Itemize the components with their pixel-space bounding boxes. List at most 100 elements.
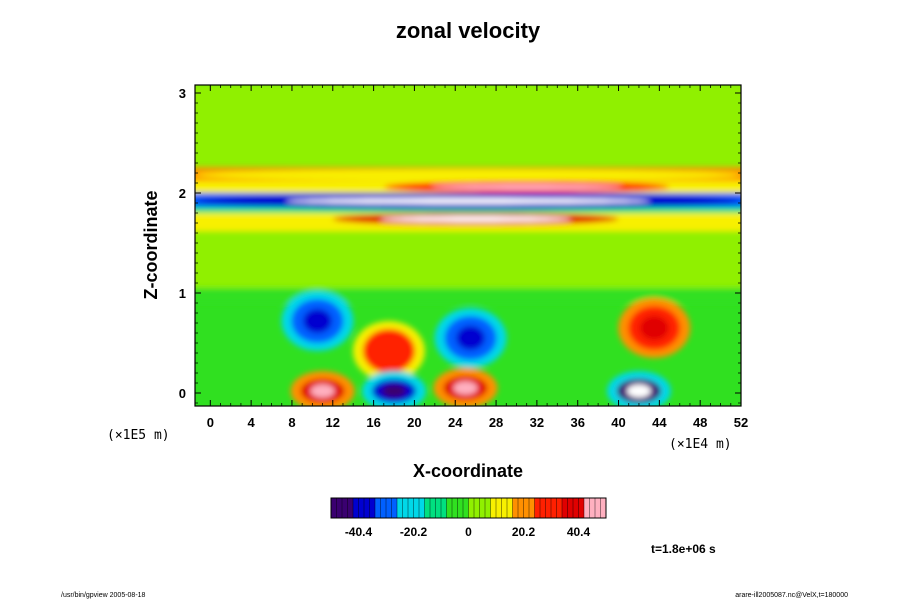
colorbar-cell [386,498,392,518]
colorbar-cell [578,498,585,518]
colorbar-tick-label: 0 [465,525,472,539]
colorbar-cell [600,498,607,518]
colorbar-cell [573,498,579,518]
velocity-field [195,85,741,406]
colorbar-cell [567,498,574,518]
colorbar-cell [551,498,557,518]
colorbar-cell [518,498,524,518]
x-tick-label: 20 [407,415,421,430]
colorbar-cell [523,498,530,518]
colorbar-tick-label: -20.2 [400,525,428,539]
footer-left-text: /usr/bin/gpview 2005-08-18 [61,592,146,599]
colorbar-cell [540,498,546,518]
colorbar-cell [490,498,497,518]
x-tick-label: 24 [448,415,463,430]
chart-title: zonal velocity [396,18,541,43]
colorbar-cell [402,498,409,518]
colorbar-cell [556,498,563,518]
colorbar-cell [331,498,337,518]
x-tick-label: 32 [530,415,544,430]
jet-core [431,184,622,190]
cell-core [303,308,332,334]
colorbar: -40.4 -20.2 0 20.2 40.4 [330,497,607,539]
field-band [195,231,741,253]
x-axis-unit: (×1E4 m) [669,437,732,452]
colorbar-cell [446,498,453,518]
colorbar-cell [507,498,513,518]
colorbar-cells [330,498,607,518]
jet-core [380,216,571,222]
time-annotation: t=1.8e+06 s [651,542,716,556]
x-tick-label: 44 [652,415,667,430]
cell-core [639,315,669,341]
colorbar-cell [534,498,541,518]
y-axis-ticks: 0 1 2 3 [179,86,741,404]
field-band [195,207,741,213]
x-tick-label: 36 [570,415,584,430]
jet-band [195,169,741,181]
x-tick-label: 52 [734,415,748,430]
colorbar-cell [375,498,381,518]
plot-area [195,85,741,406]
colorbar-cell [408,498,414,518]
colorbar-cell [424,498,431,518]
colorbar-ticks: -40.4 -20.2 0 20.2 40.4 [345,525,591,539]
y-tick-label: 0 [179,386,186,401]
x-tick-label: 4 [248,415,256,430]
colorbar-cell [545,498,552,518]
colorbar-cell [479,498,486,518]
cell-core [453,381,478,395]
colorbar-cell [529,498,535,518]
colorbar-cell [413,498,420,518]
colorbar-cell [562,498,568,518]
colorbar-cell [496,498,502,518]
x-tick-label: 28 [489,415,503,430]
colorbar-cell [474,498,480,518]
field-band [195,85,741,166]
colorbar-cell [380,498,387,518]
cell-core [626,384,652,398]
colorbar-cell [430,498,436,518]
cell-core [374,338,404,364]
colorbar-cell [468,498,475,518]
colorbar-cell [353,498,359,518]
y-tick-label: 1 [179,286,186,301]
x-tick-label: 48 [693,415,707,430]
colorbar-cell [589,498,596,518]
colorbar-frame [330,497,607,519]
colorbar-cell [358,498,365,518]
colorbar-cell [336,498,343,518]
colorbar-cell [457,498,464,518]
x-tick-label: 16 [366,415,380,430]
y-tick-label: 3 [179,86,186,101]
x-axis-label: X-coordinate [413,461,523,481]
cell-core [381,384,407,398]
y-axis-unit: (×1E5 m) [107,428,170,443]
colorbar-cell [347,498,354,518]
cell-core [456,325,485,351]
x-tick-label: 12 [326,415,340,430]
colorbar-tick-label: -40.4 [345,525,373,539]
jet-core [286,198,650,204]
x-tick-label: 8 [288,415,295,430]
colorbar-cell [584,498,590,518]
colorbar-cell [391,498,398,518]
y-axis-label: Z-coordinate [141,190,161,299]
colorbar-cell [512,498,519,518]
colorbar-cell [501,498,508,518]
x-axis-ticks: 0 4 8 12 16 20 24 28 32 36 40 44 48 52 [207,85,748,430]
footer-right-text: arare-ill2005087.nc@VelX,t=180000 [735,592,848,599]
field-band [195,253,741,288]
plot-frame [194,84,742,407]
cell-core [310,384,335,398]
colorbar-cell [435,498,442,518]
colorbar-cell [463,498,469,518]
colorbar-cell [452,498,458,518]
colorbar-tick-label: 20.2 [512,525,536,539]
colorbar-cell [342,498,348,518]
colorbar-cell [419,498,425,518]
colorbar-cell [397,498,403,518]
colorbar-cell [364,498,370,518]
y-tick-label: 2 [179,186,186,201]
